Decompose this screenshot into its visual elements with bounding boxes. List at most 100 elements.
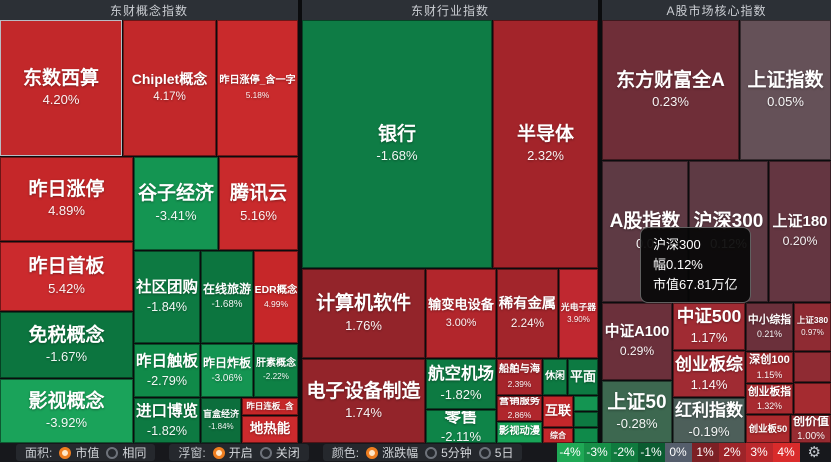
- treemap-tile[interactable]: 盲盒经济 -1.84%: [201, 398, 241, 443]
- treemap-tile[interactable]: 影视动漫: [497, 422, 542, 443]
- treemap-tile[interactable]: 昨日触板 -2.79%: [134, 344, 200, 397]
- tile-label: 中证A100: [604, 324, 670, 341]
- treemap-tile[interactable]: Chiplet概念 4.17%: [123, 20, 216, 156]
- treemap-tile[interactable]: 稀有金属 2.24%: [497, 269, 558, 358]
- group-label: 颜色:: [331, 446, 360, 460]
- treemap-tile[interactable]: 上证180 0.20%: [769, 161, 831, 302]
- tile-label: 社区团购: [135, 279, 198, 297]
- treemap-tile[interactable]: 综合: [543, 428, 573, 443]
- treemap-tile[interactable]: [794, 352, 831, 382]
- tile-label: 银行: [377, 123, 416, 145]
- radio-option-label: 相同: [122, 446, 147, 460]
- treemap-tile[interactable]: 中证500 1.17%: [673, 303, 745, 350]
- treemap-tile[interactable]: [574, 428, 598, 443]
- treemap-tile[interactable]: 半导体 2.32%: [493, 20, 598, 268]
- treemap-tile[interactable]: 营销服务 2.86%: [497, 396, 542, 421]
- treemap-tile[interactable]: 深创100 1.15%: [746, 352, 793, 383]
- tile-label: 创业板50: [748, 423, 788, 435]
- treemap-tile[interactable]: 银行 -1.68%: [302, 20, 492, 268]
- treemap-tile[interactable]: 免税概念 -1.67%: [0, 312, 133, 378]
- tile-label: 半导体: [516, 123, 574, 145]
- radio-option[interactable]: 相同: [106, 444, 146, 461]
- treemap-tile[interactable]: 互联: [543, 396, 573, 427]
- treemap-tile[interactable]: EDR概念 4.99%: [254, 251, 298, 343]
- tile-label: Chiplet概念: [131, 70, 208, 87]
- treemap-tile[interactable]: 昨日涨停 4.89%: [0, 157, 133, 241]
- treemap-tile[interactable]: 中证A100 0.29%: [602, 303, 672, 380]
- radio-option[interactable]: 5分钟: [425, 444, 472, 461]
- legend-color-scale: -4% -3% -2% -1% 0% 1% 2% 3% 4%: [556, 443, 800, 462]
- treemap-tile[interactable]: 昨日首板 5.42%: [0, 242, 133, 311]
- tile-label: 创业板综: [675, 354, 743, 374]
- treemap-tile[interactable]: 创业板综 1.14%: [673, 351, 745, 397]
- tile-value: 4.89%: [48, 203, 85, 219]
- toolbar-radio-group: 面积: 市值 相同: [16, 444, 156, 461]
- treemap-tile[interactable]: [574, 412, 598, 427]
- tile-label: 地热能: [249, 421, 291, 437]
- radio-unselected-icon[interactable]: [478, 446, 491, 459]
- legend-scale-segment: -3%: [583, 443, 611, 462]
- radio-selected-icon[interactable]: [212, 446, 225, 459]
- radio-unselected-icon[interactable]: [106, 446, 119, 459]
- treemap-tile[interactable]: 电子设备制造 1.74%: [302, 359, 425, 443]
- tile-value: 5.18%: [245, 89, 270, 100]
- treemap-tile[interactable]: 东方财富全A 0.23%: [602, 20, 739, 160]
- tile-value: 2.86%: [507, 410, 532, 421]
- tile-label: 船舶与海: [498, 364, 541, 376]
- legend-scale-segment: 2%: [718, 443, 746, 462]
- treemap-tile[interactable]: 在线旅游 -1.68%: [201, 251, 253, 343]
- treemap-tile[interactable]: 船舶与海 2.39%: [497, 359, 542, 395]
- treemap-tile[interactable]: 上证50 -0.28%: [602, 381, 672, 443]
- treemap-tile[interactable]: 平面: [568, 359, 598, 395]
- legend-scale-segment: 3%: [745, 443, 773, 462]
- treemap-tile[interactable]: [574, 396, 598, 411]
- radio-option[interactable]: 开启: [212, 444, 253, 461]
- group-label: 浮窗:: [178, 446, 206, 460]
- settings-gear-icon[interactable]: ⚙: [807, 444, 821, 461]
- radio-unselected-icon[interactable]: [425, 446, 438, 459]
- treemap-tile[interactable]: [794, 383, 831, 414]
- treemap-tile[interactable]: 光电子器 3.90%: [559, 269, 598, 358]
- treemap-tile[interactable]: 社区团购 -1.84%: [134, 251, 200, 343]
- treemap-tile[interactable]: 创业板指 1.32%: [746, 384, 793, 414]
- treemap-tile[interactable]: 航空机场 -1.82%: [426, 359, 496, 409]
- radio-option[interactable]: 市值: [59, 444, 99, 461]
- treemap-tile[interactable]: 昨日涨停_含一字 5.18%: [217, 20, 298, 156]
- treemap-tile[interactable]: 谷子经济 -3.41%: [134, 157, 218, 250]
- treemap-tile[interactable]: 中小综指 0.21%: [746, 303, 793, 351]
- tile-label: 东数西算: [22, 67, 99, 89]
- treemap-tile[interactable]: 昨日连板_含: [242, 398, 298, 415]
- treemap-tile[interactable]: 地热能: [242, 416, 298, 443]
- legend-scale-segment: 4%: [772, 443, 800, 462]
- radio-option[interactable]: 涨跌幅: [366, 444, 418, 461]
- tile-label: 输变电设备: [428, 297, 494, 313]
- treemap-tile[interactable]: 输变电设备 3.00%: [426, 269, 496, 358]
- treemap-tile[interactable]: 红利指数 -0.19%: [673, 398, 745, 443]
- tile-value: 5.42%: [48, 280, 85, 296]
- treemap-tile[interactable]: 零售 -2.11%: [426, 410, 496, 443]
- radio-option[interactable]: 5日: [478, 444, 513, 461]
- radio-option[interactable]: 关闭: [259, 444, 300, 461]
- treemap-tile[interactable]: 进口博览 -1.82%: [134, 398, 200, 443]
- treemap-tile[interactable]: 创价值 1.00%: [791, 415, 831, 443]
- radio-unselected-icon[interactable]: [259, 446, 272, 459]
- treemap-tile[interactable]: 上证指数 0.05%: [740, 20, 831, 160]
- tile-label: 营销服务: [498, 396, 541, 407]
- treemap-tile[interactable]: 东数西算 4.20%: [0, 20, 122, 156]
- treemap-tile[interactable]: 计算机软件 1.76%: [302, 269, 425, 358]
- radio-selected-icon[interactable]: [366, 446, 379, 459]
- treemap-tile[interactable]: 影视概念 -3.92%: [0, 379, 133, 443]
- treemap-tile[interactable]: 创业板50: [746, 415, 790, 443]
- treemap-tile[interactable]: 肝素概念 -2.22%: [254, 344, 298, 397]
- toolbar-radio-group: 浮窗: 开启 关闭: [169, 444, 309, 461]
- tile-label: 盲盒经济: [202, 408, 239, 419]
- tile-label: 免税概念: [28, 324, 105, 346]
- tile-label: 上证50: [607, 391, 667, 413]
- treemap-tile[interactable]: 休闲: [543, 359, 567, 395]
- treemap-tile[interactable]: 腾讯云 5.16%: [219, 157, 298, 250]
- tile-label: 创价值: [792, 415, 829, 429]
- radio-selected-icon[interactable]: [59, 446, 72, 459]
- treemap-tile[interactable]: 上证380 0.97%: [794, 303, 831, 351]
- tile-label: 中证500: [676, 306, 742, 327]
- treemap-tile[interactable]: 昨日炸板 -3.06%: [201, 344, 253, 397]
